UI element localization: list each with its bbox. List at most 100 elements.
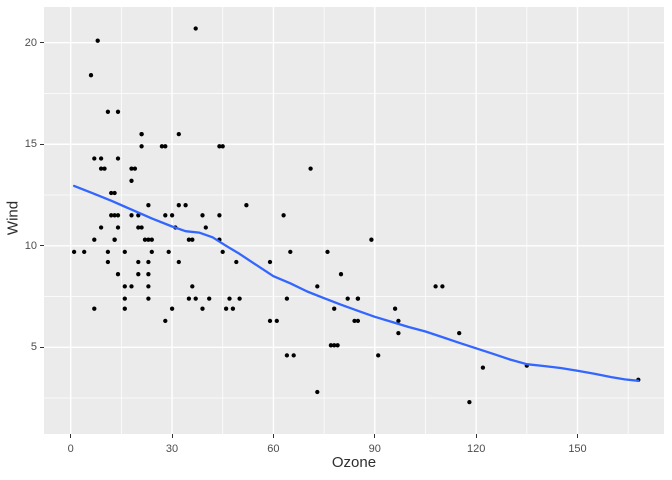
- data-point: [136, 225, 141, 230]
- data-point: [122, 284, 127, 289]
- data-point: [355, 296, 361, 301]
- data-point: [139, 144, 144, 149]
- data-point: [433, 284, 438, 289]
- data-point: [92, 306, 97, 311]
- data-point: [200, 213, 205, 218]
- x-tick-label: 0: [67, 443, 74, 455]
- data-point: [338, 272, 344, 277]
- data-point: [190, 237, 195, 242]
- y-axis-title: Wind: [4, 200, 22, 236]
- data-point: [136, 259, 141, 265]
- x-tick-mark: [272, 434, 274, 438]
- data-point: [267, 318, 273, 324]
- y-tick-mark: [40, 245, 44, 247]
- data-point: [345, 296, 350, 301]
- data-point: [203, 225, 208, 230]
- data-point: [115, 225, 121, 230]
- data-point: [267, 259, 273, 265]
- data-point: [149, 237, 154, 242]
- y-tick-label: 10: [24, 239, 37, 252]
- x-tick-mark: [374, 434, 376, 438]
- data-point: [325, 249, 330, 255]
- data-point: [142, 237, 148, 242]
- data-point: [190, 284, 195, 289]
- data-point: [352, 318, 357, 324]
- x-tick-mark: [475, 434, 477, 438]
- data-point: [183, 203, 188, 208]
- data-point: [355, 318, 361, 324]
- data-point: [244, 203, 249, 208]
- data-point: [288, 249, 293, 255]
- data-point: [176, 203, 181, 208]
- x-tick-label: 120: [466, 443, 486, 455]
- data-point: [115, 272, 121, 277]
- data-point: [105, 249, 111, 255]
- data-point: [122, 249, 127, 255]
- data-point: [281, 213, 286, 218]
- data-point: [193, 26, 198, 31]
- data-point: [139, 131, 144, 137]
- data-point: [186, 296, 192, 301]
- data-point: [291, 353, 296, 358]
- y-tick-mark: [40, 346, 44, 348]
- data-point: [109, 190, 114, 196]
- data-point: [230, 306, 236, 311]
- data-point: [396, 330, 401, 336]
- y-tick-label: 20: [24, 36, 37, 49]
- data-point: [315, 389, 320, 395]
- plot-panel: [44, 7, 664, 434]
- data-point: [217, 213, 222, 218]
- data-point: [146, 203, 151, 208]
- data-point: [227, 296, 232, 301]
- data-point: [392, 306, 398, 311]
- x-tick-mark: [70, 434, 72, 438]
- data-point: [146, 284, 151, 289]
- data-point: [166, 249, 171, 255]
- data-point: [122, 306, 127, 311]
- data-point: [467, 399, 472, 405]
- x-axis-title: Ozone: [331, 454, 377, 471]
- data-point: [186, 237, 192, 242]
- data-point: [92, 156, 97, 161]
- x-tick-label: 150: [568, 443, 587, 455]
- x-tick-mark: [171, 434, 173, 438]
- data-point: [115, 109, 121, 114]
- x-tick-label: 30: [165, 443, 179, 455]
- data-point: [176, 259, 181, 265]
- data-point: [332, 306, 337, 311]
- data-point: [457, 330, 462, 336]
- data-point: [82, 249, 87, 255]
- data-point: [163, 144, 168, 149]
- data-point: [284, 296, 290, 301]
- data-point: [88, 73, 94, 78]
- data-point: [98, 166, 104, 171]
- y-tick-label: 5: [30, 341, 37, 354]
- x-tick-mark: [577, 434, 578, 438]
- data-point: [139, 225, 144, 230]
- data-point: [396, 318, 401, 324]
- data-point: [115, 156, 121, 161]
- y-tick-mark: [40, 143, 44, 145]
- data-point: [92, 237, 97, 242]
- data-point: [220, 144, 225, 149]
- data-point: [109, 213, 114, 218]
- data-point: [315, 284, 320, 289]
- data-point: [129, 284, 134, 289]
- data-point: [223, 306, 229, 311]
- data-point: [159, 144, 165, 149]
- data-point: [440, 284, 445, 289]
- data-point: [176, 131, 181, 137]
- data-point: [369, 237, 374, 242]
- data-point: [217, 144, 222, 149]
- data-point: [112, 237, 117, 242]
- data-point: [132, 166, 138, 171]
- data-point: [129, 213, 134, 218]
- data-point: [328, 343, 334, 348]
- data-point: [376, 353, 381, 358]
- data-point: [105, 259, 111, 265]
- data-point: [220, 249, 225, 255]
- data-point: [146, 237, 151, 242]
- data-point: [193, 296, 198, 301]
- chart-canvas: [44, 7, 664, 434]
